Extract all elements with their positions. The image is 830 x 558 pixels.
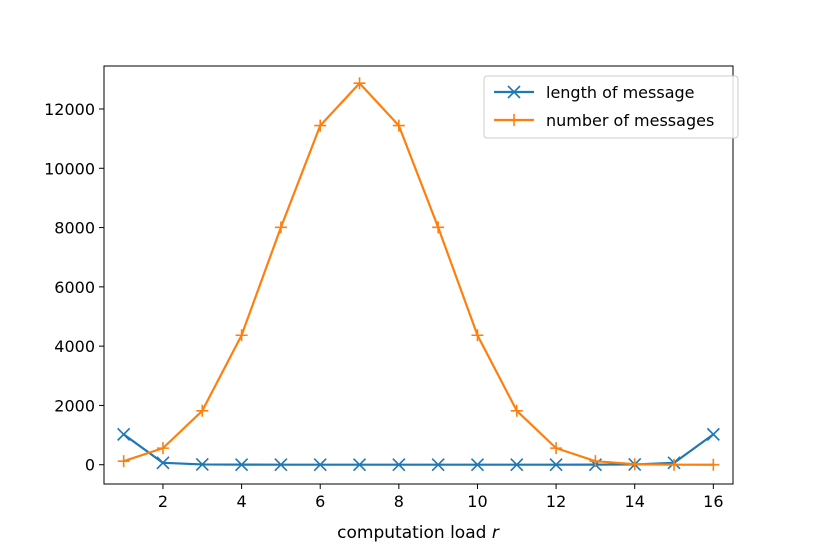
series-2-point-9 (432, 221, 445, 234)
x-tick-label-2: 2 (158, 492, 168, 511)
series-1-point-2 (156, 456, 170, 470)
series-1-point-11 (510, 458, 524, 472)
series-2-point-6 (314, 119, 327, 132)
series-1-point-6 (313, 458, 327, 472)
legend: length of message number of messages (483, 75, 739, 139)
y-tick-label-6000: 6000 (54, 278, 95, 297)
series-1-point-3 (195, 457, 209, 472)
series-2-point-13 (589, 455, 602, 468)
series-2-point-12 (550, 442, 563, 455)
series-1-point-1 (117, 427, 131, 441)
series-2-point-2 (156, 442, 169, 455)
legend-marker-2 (508, 114, 520, 126)
series-2-line (123, 82, 714, 466)
series-2-point-10 (471, 329, 484, 342)
legend-label-2: number of messages (546, 111, 714, 130)
legend-label-1: length of message (546, 83, 695, 102)
y-tick-label-8000: 8000 (54, 219, 95, 238)
x-tick-label-12: 12 (546, 492, 566, 511)
series-2-point-15 (668, 458, 681, 471)
axes-layer: 2 4 6 8 10 12 14 16 0 2000 4000 6000 8000 10000 12000 (44, 100, 723, 511)
series-2-point-1 (117, 455, 130, 468)
x-axis-label: computation load r (337, 523, 500, 543)
series-2-point-14 (628, 458, 641, 471)
x-axis-label-text: computation load (337, 523, 486, 543)
series-1-point-4 (235, 458, 249, 472)
series-1-point-8 (392, 458, 406, 472)
series-2-point-7 (353, 77, 366, 90)
y-tick-label-4000: 4000 (54, 337, 95, 356)
series-2-point-16 (707, 458, 720, 471)
series-1-point-10 (470, 458, 485, 472)
x-axis-label-variable: r (492, 523, 500, 543)
series-1-point-16 (706, 427, 720, 441)
x-tick-label-6: 6 (315, 492, 325, 511)
x-tick-label-14: 14 (625, 492, 645, 511)
y-tick-label-10000: 10000 (44, 159, 95, 178)
series-1-line (123, 433, 714, 466)
series-1 (117, 427, 720, 472)
series-2 (117, 77, 720, 471)
series-1-point-12 (549, 458, 563, 472)
legend-box (483, 75, 739, 139)
series-2-point-4 (235, 329, 248, 342)
series-1-point-9 (431, 458, 445, 472)
y-tick-label-0: 0 (85, 456, 95, 475)
series-2-point-8 (392, 119, 405, 132)
y-tick-label-2000: 2000 (54, 396, 95, 415)
series-1-point-7 (352, 458, 367, 472)
plot-frame (103, 65, 734, 485)
series-2-point-3 (196, 404, 209, 417)
series-1-point-5 (274, 458, 288, 472)
x-tick-label-8: 8 (394, 492, 404, 511)
series-2-point-11 (510, 404, 523, 417)
x-tick-label-10: 10 (467, 492, 487, 511)
x-tick-label-4: 4 (237, 492, 247, 511)
series-layer (117, 77, 720, 472)
legend-marker-1 (507, 85, 521, 99)
x-tick-label-16: 16 (703, 492, 723, 511)
series-2-point-5 (274, 221, 287, 234)
y-tick-label-12000: 12000 (44, 100, 95, 119)
